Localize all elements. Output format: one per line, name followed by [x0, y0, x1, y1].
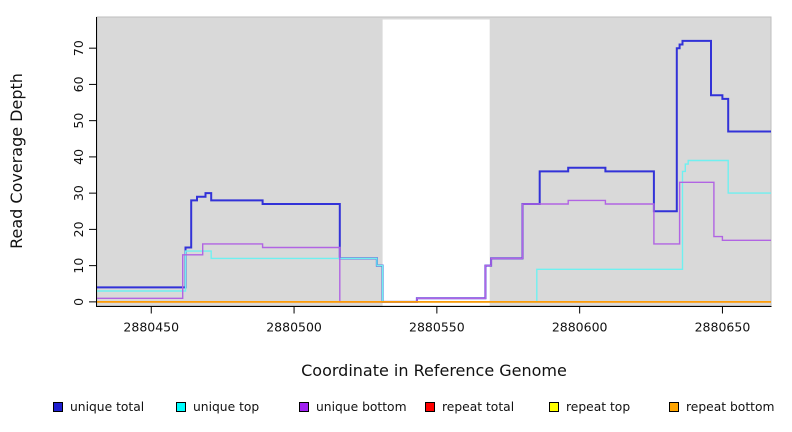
x-tick-label: 2880500 [266, 320, 322, 335]
y-tick-label: 0 [71, 298, 86, 306]
masked-region [382, 19, 490, 306]
y-tick-label: 60 [71, 76, 86, 92]
legend-label: repeat total [442, 400, 515, 414]
x-axis-title: Coordinate in Reference Genome [301, 361, 567, 380]
series-group [97, 39, 771, 303]
x-tick-label: 2880450 [123, 320, 179, 335]
legend-label: unique bottom [316, 400, 407, 414]
axes-group: 2880450 2880500 2880550 2880600 2880650 0 10 20… [71, 17, 772, 335]
y-tick-label: 20 [71, 221, 86, 237]
x-tick-label: 2880550 [409, 320, 465, 335]
y-tick-label: 10 [71, 258, 86, 274]
x-tick-label: 2880650 [695, 320, 751, 335]
y-tick-label: 50 [71, 113, 86, 129]
legend-label: repeat bottom [686, 400, 775, 414]
legend-label: unique top [193, 400, 260, 414]
legend-item-unique-total: unique total [53, 396, 144, 418]
legend-item-repeat-total: repeat total [425, 396, 514, 418]
repeat-bottom-swatch-icon [669, 402, 679, 412]
legend: unique total unique top unique bottom repea… [0, 396, 792, 422]
unique-total-swatch-icon [53, 402, 63, 412]
legend-item-repeat-top: repeat top [549, 396, 630, 418]
x-tick-label: 2880600 [552, 320, 608, 335]
repeat-top-swatch-icon [549, 402, 559, 412]
y-axis-title: Read Coverage Depth [7, 73, 26, 249]
y-tick-label: 70 [71, 40, 86, 56]
unique-top-swatch-icon [176, 402, 186, 412]
y-tick-label: 40 [71, 149, 86, 165]
series-unique-bottom [97, 181, 771, 303]
unique-bottom-swatch-icon [299, 402, 309, 412]
legend-label: unique total [70, 400, 145, 414]
legend-item-unique-top: unique top [176, 396, 259, 418]
legend-item-repeat-bottom: repeat bottom [669, 396, 774, 418]
legend-item-unique-bottom: unique bottom [299, 396, 407, 418]
y-tick-label: 30 [71, 185, 86, 201]
chart-svg: 2880450 2880500 2880550 2880600 2880650 0 10 20… [7, 16, 772, 380]
legend-label: repeat top [566, 400, 631, 414]
coverage-chart: 2880450 2880500 2880550 2880600 2880650 0 10 20… [7, 16, 772, 380]
repeat-total-swatch-icon [425, 402, 435, 412]
